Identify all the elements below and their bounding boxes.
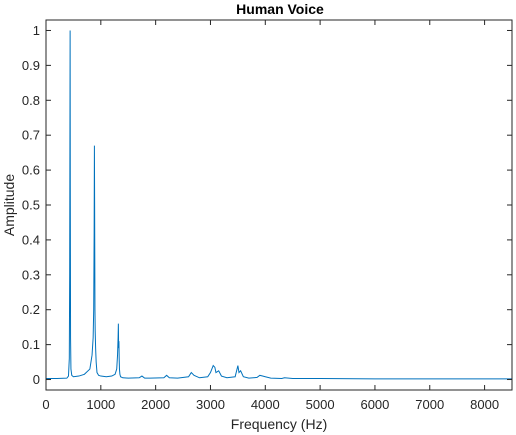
y-tick-label: 0.7	[22, 128, 40, 143]
x-tick-label: 1000	[86, 397, 115, 412]
x-tick-label: 3000	[196, 397, 225, 412]
y-tick-label: 0.4	[22, 232, 40, 247]
x-axis: 0 1000 2000 3000 4000 5000 6000 7000 8000	[42, 20, 499, 412]
x-tick-label: 8000	[470, 397, 499, 412]
x-tick-label: 2000	[141, 397, 170, 412]
y-tick-label: 0.6	[22, 163, 40, 178]
y-tick-label: 0.3	[22, 267, 40, 282]
plot-area	[45, 19, 513, 391]
y-tick-label: 0.8	[22, 93, 40, 108]
y-axis-label: Amplitude	[1, 174, 17, 236]
y-tick-label: 0.9	[22, 58, 40, 73]
y-tick-label: 0.1	[22, 337, 40, 352]
y-tick-label: 0	[33, 372, 40, 387]
chart-title: Human Voice	[236, 1, 324, 17]
y-axis: 0 0.1 0.2 0.3 0.4 0.5 0.6 0.7 0.8 0.9 1	[22, 23, 512, 387]
x-tick-label: 0	[42, 397, 49, 412]
x-tick-label: 5000	[306, 397, 335, 412]
x-axis-label: Frequency (Hz)	[231, 416, 327, 432]
x-tick-label: 4000	[251, 397, 280, 412]
plot-background	[46, 20, 512, 390]
series-line	[46, 30, 512, 380]
x-tick-label: 6000	[360, 397, 389, 412]
y-tick-label: 0.2	[22, 302, 40, 317]
x-tick-label: 7000	[415, 397, 444, 412]
y-tick-label: 1	[33, 23, 40, 38]
y-tick-label: 0.5	[22, 198, 40, 213]
